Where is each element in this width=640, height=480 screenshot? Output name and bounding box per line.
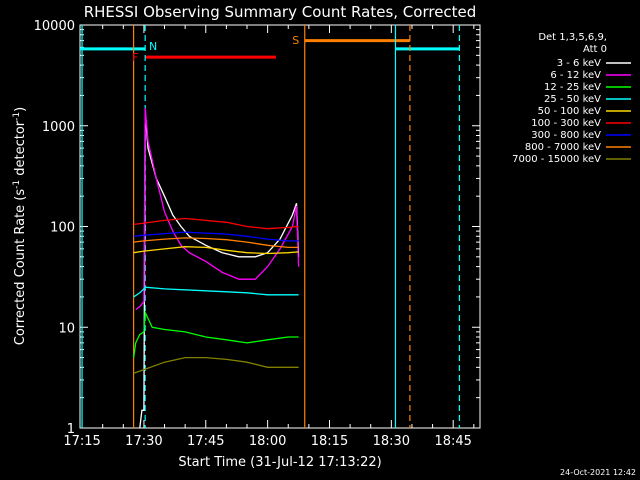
flag-bars [80, 39, 460, 59]
annotation-labels: NF S [132, 34, 299, 64]
series-line [133, 246, 299, 255]
y-tick-label: 10000 [34, 19, 75, 34]
legend-header: Det 1,3,5,6,9, [538, 32, 607, 43]
legend-label: 50 - 100 keV [538, 106, 602, 117]
legend-label: 7000 - 15000 keV [512, 154, 601, 165]
y-tick-label: 100 [50, 221, 75, 236]
legend-label: 800 - 7000 keV [525, 142, 601, 153]
legend-header: Att 0 [583, 44, 607, 55]
y-axis-label: Corrected Count Rate (s-1 detector-1) [12, 107, 28, 345]
x-tick-label: 17:30 [125, 434, 162, 449]
legend-label: 300 - 800 keV [531, 130, 601, 141]
flag-vertical-lines [81, 25, 460, 428]
annotation-S: S [292, 34, 299, 47]
x-axis-label: Start Time (31-Jul-12 17:13:22) [178, 455, 381, 470]
y-tick-label: 1000 [42, 120, 75, 135]
annotation-F: F [132, 51, 138, 64]
x-tick-label: 18:45 [434, 434, 471, 449]
series-line [132, 309, 299, 358]
series-line [133, 237, 299, 249]
legend-label: 100 - 300 keV [531, 118, 601, 129]
x-tick-label: 18:15 [311, 434, 348, 449]
x-tick-label: 18:30 [373, 434, 410, 449]
legend-label: 3 - 6 keV [557, 58, 601, 69]
series-line [139, 110, 300, 429]
series-group [132, 107, 300, 429]
legend-label: 12 - 25 keV [544, 82, 601, 93]
x-tick-label: 17:45 [187, 434, 224, 449]
chart-title: RHESSI Observing Summary Count Rates, Co… [84, 3, 477, 21]
x-tick-label: 17:15 [63, 434, 100, 449]
footer-timestamp: 24-Oct-2021 12:42 [560, 468, 636, 477]
series-line [133, 217, 299, 230]
legend-label: 6 - 12 keV [550, 70, 601, 81]
x-tick-label: 18:00 [249, 434, 286, 449]
series-line [135, 107, 300, 311]
annotation-N: N [149, 40, 157, 53]
series-line [133, 286, 299, 298]
y-tick-label: 1 [67, 422, 75, 437]
series-line [133, 231, 299, 242]
axes: 1 10 100 1000 10000 17:15 17:30 17:45 18:00 18:15… [34, 19, 481, 449]
y-tick-label: 10 [58, 321, 75, 336]
legend-label: 25 - 50 keV [544, 94, 601, 105]
series-line [133, 356, 299, 374]
